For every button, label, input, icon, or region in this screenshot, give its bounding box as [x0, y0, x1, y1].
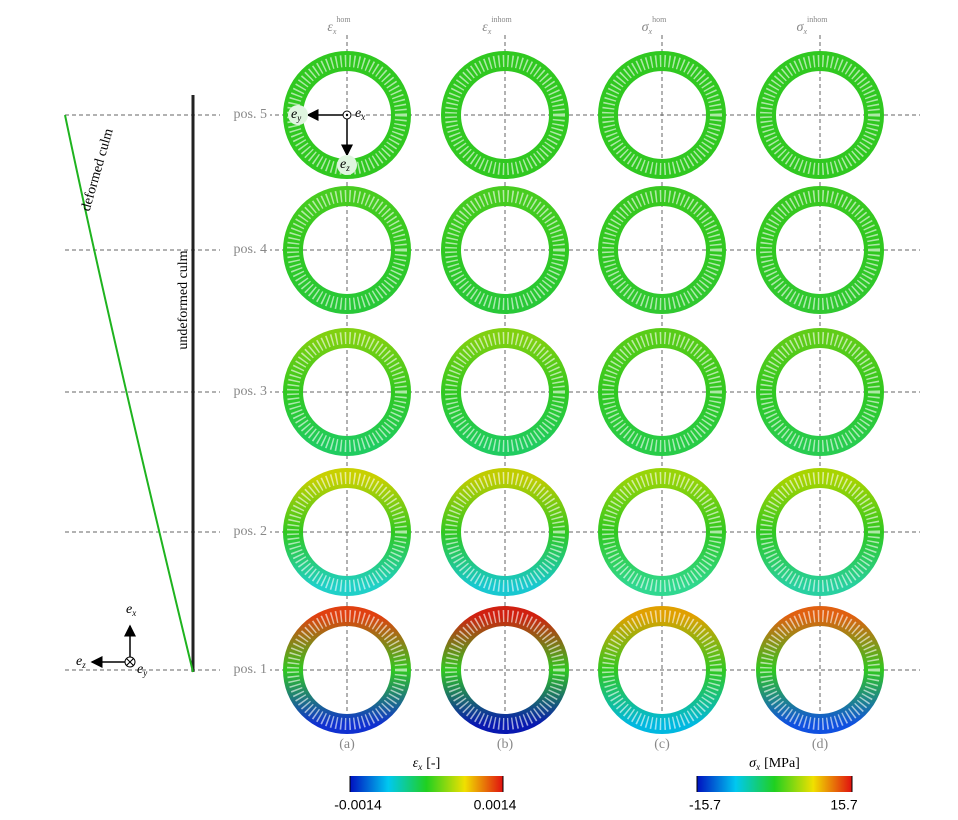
- label-bg: [220, 106, 270, 124]
- label-bg: [337, 155, 357, 175]
- symbol: e: [340, 157, 346, 172]
- colorbar-max: 15.7: [830, 797, 857, 813]
- column-header: εx hom: [327, 15, 351, 36]
- row-label: pos. 2: [234, 524, 267, 539]
- label-bg: [220, 241, 270, 259]
- math-label: ez: [340, 157, 350, 173]
- deformed-culm: [64, 114, 194, 673]
- ring-pores: [287, 190, 407, 310]
- ring-pores: [287, 55, 407, 175]
- ring-pores: [760, 55, 880, 175]
- symbol: σ: [642, 20, 650, 35]
- symbol: ε: [327, 20, 333, 35]
- ring-pores: [445, 55, 565, 175]
- superscript: hom: [652, 15, 667, 24]
- row-label: pos. 1: [234, 662, 267, 677]
- symbol: e: [137, 662, 143, 677]
- math-label: ez: [76, 654, 86, 670]
- ring-pores: [602, 55, 722, 175]
- ring-pores: [760, 610, 880, 730]
- ring-pores: [602, 472, 722, 592]
- ring-pores: [287, 472, 407, 592]
- ring-pores: [445, 472, 565, 592]
- ring-pores: [287, 610, 407, 730]
- colorbar-max: 0.0014: [474, 797, 517, 813]
- symbol: σ: [797, 20, 805, 35]
- ring-pores: [760, 332, 880, 452]
- subscript: x: [360, 112, 365, 122]
- row-label: pos. 3: [234, 384, 267, 399]
- label-bg: [220, 523, 270, 541]
- superscript: inhom: [807, 15, 828, 24]
- math-label: ey: [291, 107, 301, 123]
- panel-label: (a): [339, 737, 355, 752]
- unit: [-]: [426, 756, 440, 771]
- panel-label: (c): [654, 737, 670, 752]
- local-axis-dot: [345, 113, 349, 117]
- row-label: pos. 5: [234, 107, 267, 122]
- ring-pores: [445, 332, 565, 452]
- deformed-label: deformed culm: [79, 127, 117, 213]
- subscript: x: [802, 27, 807, 36]
- subscript: x: [332, 27, 337, 36]
- math-label: ex: [355, 106, 365, 122]
- ring-pores: [287, 332, 407, 452]
- label-bg: [220, 383, 270, 401]
- symbol: σ: [749, 756, 757, 771]
- subscript: z: [81, 660, 86, 670]
- superscript: hom: [336, 15, 351, 24]
- panel-label: (b): [497, 737, 514, 752]
- symbol: ε: [413, 756, 419, 771]
- undeformed-label: undeformed culm: [176, 250, 191, 349]
- subscript: x: [755, 762, 760, 772]
- ring-pores: [760, 190, 880, 310]
- label-bg: [220, 661, 270, 679]
- superscript: inhom: [491, 15, 512, 24]
- subscript: x: [417, 762, 422, 772]
- ring-pores: [445, 190, 565, 310]
- ring-pores: [602, 610, 722, 730]
- math-label: ey: [137, 662, 147, 678]
- column-header: σx hom: [642, 15, 667, 36]
- column-header: εx inhom: [482, 15, 512, 36]
- panel-label: (d): [812, 737, 829, 752]
- ring-pores: [445, 610, 565, 730]
- subscript: x: [487, 27, 492, 36]
- subscript: z: [345, 163, 350, 173]
- symbol: e: [76, 654, 82, 669]
- math-label: ex: [126, 602, 136, 618]
- colorbar: [350, 776, 503, 792]
- subscript: y: [296, 113, 301, 123]
- unit: [MPa]: [764, 756, 800, 771]
- subscript: x: [648, 27, 653, 36]
- subscript: y: [142, 668, 147, 678]
- colorbar-min: -0.0014: [334, 797, 382, 813]
- subscript: x: [131, 608, 136, 618]
- symbol: e: [291, 107, 297, 122]
- symbol: e: [126, 602, 132, 617]
- symbol: ε: [482, 20, 488, 35]
- ring-pores: [760, 472, 880, 592]
- symbol: e: [355, 106, 361, 121]
- global-axis-y-cross: [126, 658, 134, 666]
- colorbar-title: εx [-]: [413, 756, 441, 772]
- colorbar: [697, 776, 852, 792]
- ring-pores: [602, 190, 722, 310]
- colorbar-title: σx [MPa]: [749, 756, 800, 772]
- row-label: pos. 4: [234, 242, 267, 257]
- column-header: σxinhom: [797, 15, 829, 36]
- ring-pores: [602, 332, 722, 452]
- label-bg: [288, 105, 308, 125]
- colorbar-min: -15.7: [689, 797, 721, 813]
